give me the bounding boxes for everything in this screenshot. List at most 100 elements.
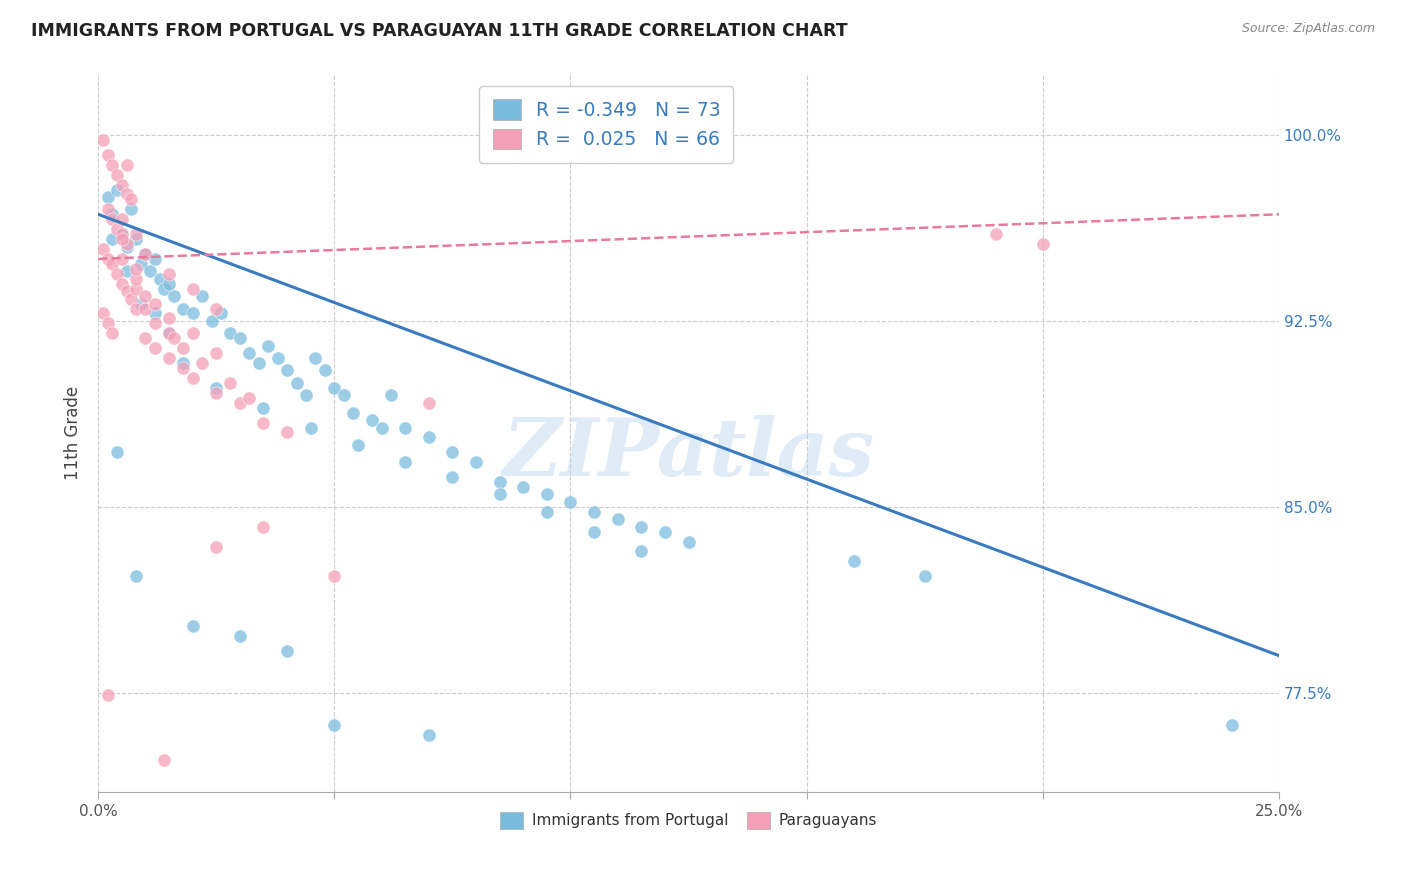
Point — [191, 356, 214, 370]
Point — [654, 524, 676, 539]
Point — [418, 728, 440, 742]
Point — [105, 222, 128, 236]
Point — [101, 158, 124, 172]
Y-axis label: 11th Grade: 11th Grade — [65, 385, 82, 480]
Point — [115, 237, 138, 252]
Point — [105, 182, 128, 196]
Point — [157, 351, 180, 365]
Point — [97, 148, 120, 162]
Point — [314, 363, 336, 377]
Point — [134, 301, 156, 316]
Point — [111, 232, 134, 246]
Point — [370, 420, 392, 434]
Point — [606, 512, 628, 526]
Point — [181, 282, 204, 296]
Point — [101, 207, 124, 221]
Point — [111, 277, 134, 291]
Point — [205, 381, 228, 395]
Point — [105, 445, 128, 459]
Point — [536, 487, 558, 501]
Point — [134, 289, 156, 303]
Point — [323, 381, 346, 395]
Text: IMMIGRANTS FROM PORTUGAL VS PARAGUAYAN 11TH GRADE CORRELATION CHART: IMMIGRANTS FROM PORTUGAL VS PARAGUAYAN 1… — [31, 22, 848, 40]
Text: ZIPatlas: ZIPatlas — [502, 416, 875, 492]
Point — [418, 395, 440, 409]
Point — [252, 401, 274, 415]
Point — [172, 301, 194, 316]
Point — [219, 326, 242, 341]
Text: Source: ZipAtlas.com: Source: ZipAtlas.com — [1241, 22, 1375, 36]
Point — [125, 227, 148, 241]
Point — [1032, 237, 1054, 252]
Point — [266, 351, 288, 365]
Point — [441, 445, 464, 459]
Point — [105, 168, 128, 182]
Point — [394, 455, 416, 469]
Point — [238, 391, 260, 405]
Point — [276, 363, 298, 377]
Point — [125, 282, 148, 296]
Point — [115, 158, 138, 172]
Point — [238, 346, 260, 360]
Point — [984, 227, 1007, 241]
Point — [120, 193, 142, 207]
Point — [134, 247, 156, 261]
Point — [172, 361, 194, 376]
Point — [323, 569, 346, 583]
Point — [101, 232, 124, 246]
Point — [441, 470, 464, 484]
Point — [181, 371, 204, 385]
Point — [143, 341, 166, 355]
Point — [163, 331, 186, 345]
Point — [143, 296, 166, 310]
Point — [394, 420, 416, 434]
Point — [181, 326, 204, 341]
Point — [111, 227, 134, 241]
Point — [163, 289, 186, 303]
Point — [276, 425, 298, 440]
Point — [200, 314, 222, 328]
Point — [285, 376, 308, 390]
Point — [914, 569, 936, 583]
Point — [115, 284, 138, 298]
Point — [418, 430, 440, 444]
Point — [97, 317, 120, 331]
Point — [149, 272, 172, 286]
Point — [304, 351, 326, 365]
Point — [134, 247, 156, 261]
Point — [630, 519, 652, 533]
Point — [157, 326, 180, 341]
Point — [125, 272, 148, 286]
Point — [129, 257, 152, 271]
Point — [91, 133, 114, 147]
Point — [842, 554, 865, 568]
Point — [97, 190, 120, 204]
Point — [157, 326, 180, 341]
Point — [323, 718, 346, 732]
Point — [219, 376, 242, 390]
Point — [583, 524, 606, 539]
Point — [111, 212, 134, 227]
Point — [157, 267, 180, 281]
Point — [125, 261, 148, 276]
Point — [512, 480, 534, 494]
Point — [205, 301, 228, 316]
Point — [252, 416, 274, 430]
Point — [143, 306, 166, 320]
Point — [172, 356, 194, 370]
Point — [143, 252, 166, 266]
Point — [97, 202, 120, 217]
Point — [347, 438, 370, 452]
Point — [678, 534, 700, 549]
Point — [257, 339, 280, 353]
Point — [101, 326, 124, 341]
Point — [125, 232, 148, 246]
Point — [299, 420, 322, 434]
Point — [276, 643, 298, 657]
Point — [342, 406, 364, 420]
Point — [191, 289, 214, 303]
Point — [361, 413, 384, 427]
Point — [181, 306, 204, 320]
Point — [229, 629, 252, 643]
Point — [91, 242, 114, 256]
